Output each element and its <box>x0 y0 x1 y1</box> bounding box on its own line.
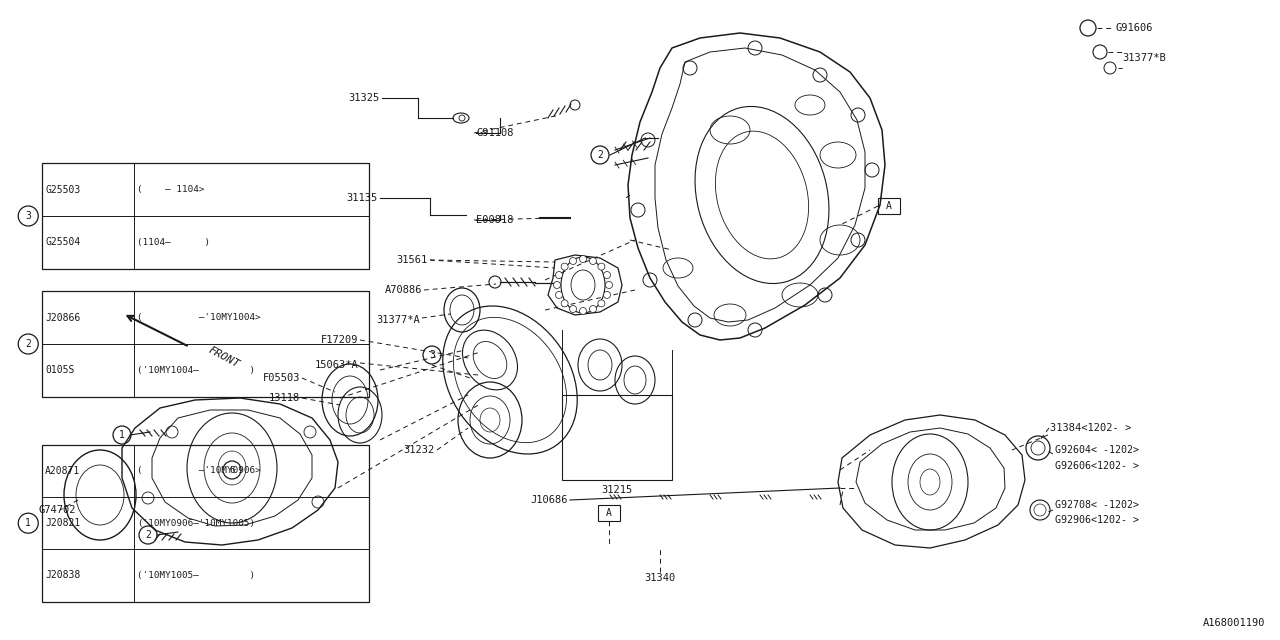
Bar <box>878 198 900 214</box>
Text: G74702: G74702 <box>38 505 76 515</box>
Circle shape <box>570 257 576 264</box>
Circle shape <box>561 263 568 270</box>
Text: G25503: G25503 <box>45 184 81 195</box>
Text: G92906<1202- >: G92906<1202- > <box>1055 515 1139 525</box>
Text: 1: 1 <box>26 518 31 528</box>
Circle shape <box>604 271 611 278</box>
Text: 31340: 31340 <box>644 573 676 583</box>
Text: (          –'10MY0906>: ( –'10MY0906> <box>137 467 261 476</box>
Text: J20866: J20866 <box>45 312 81 323</box>
Text: (    – 1104>: ( – 1104> <box>137 185 205 194</box>
Text: 6: 6 <box>229 465 234 474</box>
Text: 31377*B: 31377*B <box>1123 53 1166 63</box>
Text: 2: 2 <box>26 339 31 349</box>
Text: G91606: G91606 <box>1116 23 1153 33</box>
Text: 31377*A: 31377*A <box>376 315 420 325</box>
Circle shape <box>553 282 561 289</box>
Text: G25504: G25504 <box>45 237 81 248</box>
Circle shape <box>580 307 586 314</box>
Text: ('10MY1004–         ): ('10MY1004– ) <box>137 366 256 375</box>
Text: 31561: 31561 <box>397 255 428 265</box>
Text: 2: 2 <box>145 530 151 540</box>
Text: J20838: J20838 <box>45 570 81 580</box>
Text: G92606<1202- >: G92606<1202- > <box>1055 461 1139 471</box>
Text: 13118: 13118 <box>269 393 300 403</box>
Circle shape <box>556 291 562 298</box>
Text: 31232: 31232 <box>403 445 435 455</box>
Text: 31215: 31215 <box>602 485 632 495</box>
Text: 31135: 31135 <box>347 193 378 203</box>
Text: (          –'10MY1004>: ( –'10MY1004> <box>137 313 261 322</box>
Text: 0105S: 0105S <box>45 365 74 376</box>
Bar <box>42 163 369 269</box>
Text: 15063*A: 15063*A <box>315 360 358 370</box>
Text: G92604< -1202>: G92604< -1202> <box>1055 445 1139 455</box>
Text: ('10MY1005–         ): ('10MY1005– ) <box>137 571 256 580</box>
Text: A: A <box>886 201 892 211</box>
Bar <box>42 291 369 397</box>
Circle shape <box>590 305 596 312</box>
Text: FRONT: FRONT <box>207 345 241 369</box>
Text: 3: 3 <box>26 211 31 221</box>
Text: 2: 2 <box>596 150 603 160</box>
Circle shape <box>590 257 596 264</box>
Bar <box>598 505 620 521</box>
Circle shape <box>570 305 576 312</box>
Text: 1: 1 <box>119 430 125 440</box>
Circle shape <box>598 263 605 270</box>
Circle shape <box>605 282 613 289</box>
Circle shape <box>604 291 611 298</box>
Text: (1104–      ): (1104– ) <box>137 238 210 247</box>
Text: 3: 3 <box>429 350 435 360</box>
Text: E00818: E00818 <box>476 215 513 225</box>
Text: J10686: J10686 <box>530 495 568 505</box>
Text: G91108: G91108 <box>476 128 513 138</box>
Text: A168001190: A168001190 <box>1202 618 1265 628</box>
Text: J20821: J20821 <box>45 518 81 528</box>
Text: A70886: A70886 <box>384 285 422 295</box>
Text: 31384<1202- >: 31384<1202- > <box>1050 423 1132 433</box>
Text: F05503: F05503 <box>262 373 300 383</box>
Circle shape <box>556 271 562 278</box>
Circle shape <box>598 300 605 307</box>
Text: G92708< -1202>: G92708< -1202> <box>1055 500 1139 510</box>
Text: ('10MY0906–'10MY1005): ('10MY0906–'10MY1005) <box>137 518 256 528</box>
Text: A20871: A20871 <box>45 466 81 476</box>
Text: F17209: F17209 <box>320 335 358 345</box>
Text: A: A <box>605 508 612 518</box>
Circle shape <box>580 255 586 262</box>
Bar <box>42 445 369 602</box>
Bar <box>562 395 672 480</box>
Text: 31325: 31325 <box>348 93 380 103</box>
Circle shape <box>561 300 568 307</box>
